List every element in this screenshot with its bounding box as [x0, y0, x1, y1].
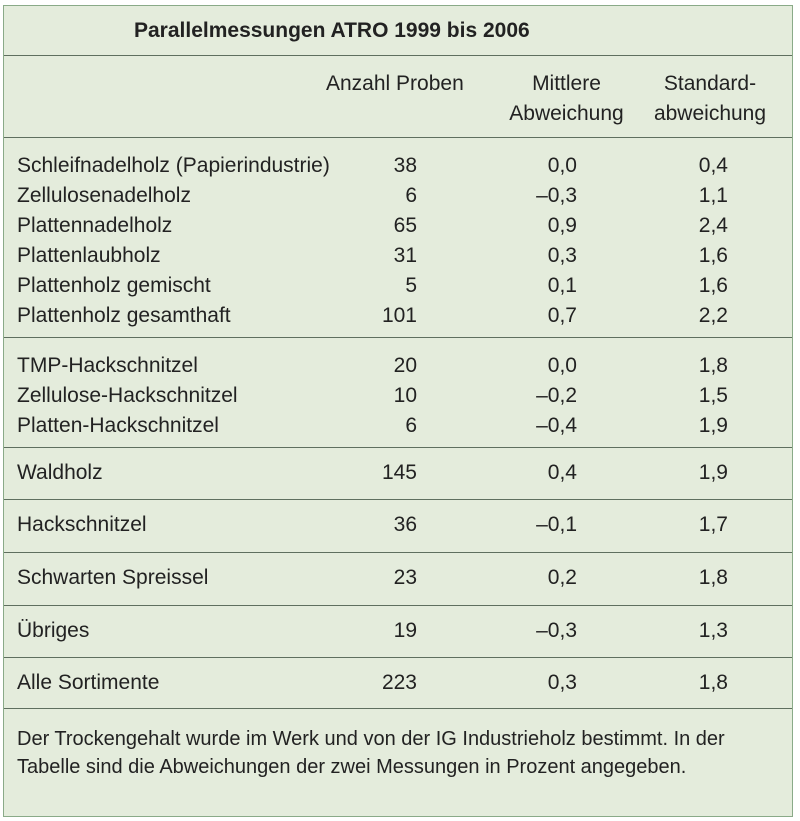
table-row: Schwarten Spreissel 23 0,2 1,8	[4, 563, 792, 593]
cell-mean-deviation: –0,3	[536, 184, 577, 207]
row-group: Waldholz 145 0,4 1,9	[4, 448, 792, 500]
row-label: TMP-Hackschnitzel	[17, 354, 198, 377]
cell-std-deviation: 1,8	[698, 354, 728, 377]
table-row: Platten-Hackschnitzel 6 –0,4 1,9	[4, 411, 792, 441]
cell-mean-deviation: 0,2	[547, 566, 577, 589]
table-row: Plattenholz gemischt 5 0,1 1,6	[4, 271, 792, 301]
cell-count: 65	[393, 214, 417, 237]
data-table: Parallelmessungen ATRO 1999 bis 2006 Anz…	[3, 5, 793, 817]
cell-std-deviation: 1,9	[698, 414, 728, 437]
cell-std-deviation: 1,9	[698, 461, 728, 484]
cell-std-deviation: 1,1	[698, 184, 728, 207]
row-label: Plattenholz gemischt	[17, 274, 211, 297]
row-label: Zellulose-Hackschnitzel	[17, 384, 238, 407]
table-row: Waldholz 145 0,4 1,9	[4, 458, 792, 488]
cell-std-deviation: 1,6	[698, 244, 728, 267]
header-std-line2: abweichung	[653, 102, 767, 125]
table-title: Parallelmessungen ATRO 1999 bis 2006	[4, 6, 792, 56]
cell-mean-deviation: 0,4	[547, 461, 577, 484]
cell-mean-deviation: 0,7	[547, 304, 577, 327]
cell-count: 31	[393, 244, 417, 267]
cell-mean-deviation: 0,3	[547, 671, 577, 694]
cell-mean-deviation: 0,1	[547, 274, 577, 297]
cell-count: 145	[381, 461, 417, 484]
cell-count: 6	[405, 184, 417, 207]
cell-mean-deviation: 0,0	[547, 154, 577, 177]
table-header: Anzahl Proben Mittlere Abweichung Standa…	[4, 56, 792, 138]
header-std-line1: Standard-	[663, 72, 757, 95]
row-group: Übriges 19 –0,3 1,3	[4, 606, 792, 658]
cell-std-deviation: 1,7	[698, 513, 728, 536]
cell-mean-deviation: –0,3	[536, 619, 577, 642]
table-row: Plattenholz gesamthaft 101 0,7 2,2	[4, 301, 792, 331]
cell-mean-deviation: –0,1	[536, 513, 577, 536]
cell-mean-deviation: 0,9	[547, 214, 577, 237]
table-row: Zellulosenadelholz 6 –0,3 1,1	[4, 181, 792, 211]
row-group: Schwarten Spreissel 23 0,2 1,8	[4, 553, 792, 606]
cell-count: 6	[405, 414, 417, 437]
cell-count: 10	[393, 384, 417, 407]
table-row: Schleifnadelholz (Papierindustrie) 38 0,0 0…	[4, 151, 792, 181]
row-label: Zellulosenadelholz	[17, 184, 191, 207]
cell-std-deviation: 1,8	[698, 566, 728, 589]
row-label: Waldholz	[17, 461, 103, 484]
header-count: Anzahl Proben	[326, 72, 464, 95]
table-row: Hackschnitzel 36 –0,1 1,7	[4, 510, 792, 540]
table-row: Plattennadelholz 65 0,9 2,4	[4, 211, 792, 241]
row-group: Hackschnitzel 36 –0,1 1,7	[4, 500, 792, 553]
row-group: Schleifnadelholz (Papierindustrie) 38 0,0 0…	[4, 138, 792, 338]
cell-count: 101	[381, 304, 417, 327]
cell-std-deviation: 2,4	[698, 214, 728, 237]
row-label: Platten-Hackschnitzel	[17, 414, 219, 437]
row-group: Alle Sortimente 223 0,3 1,8	[4, 658, 792, 709]
cell-std-deviation: 1,6	[698, 274, 728, 297]
cell-count: 38	[393, 154, 417, 177]
cell-std-deviation: 2,2	[698, 304, 728, 327]
cell-count: 20	[393, 354, 417, 377]
cell-count: 23	[393, 566, 417, 589]
header-mean-line2: Abweichung	[509, 102, 624, 125]
row-group: TMP-Hackschnitzel 20 0,0 1,8 Zellulose-Hacks…	[4, 338, 792, 448]
table-row: Plattenlaubholz 31 0,3 1,6	[4, 241, 792, 271]
row-label: Schleifnadelholz (Papierindustrie)	[17, 154, 330, 177]
cell-mean-deviation: 0,3	[547, 244, 577, 267]
row-label: Plattennadelholz	[17, 214, 173, 237]
row-label: Plattenlaubholz	[17, 244, 161, 267]
table-row: Übriges 19 –0,3 1,3	[4, 616, 792, 646]
table-row: Alle Sortimente 223 0,3 1,8	[4, 668, 792, 698]
cell-std-deviation: 1,8	[698, 671, 728, 694]
cell-mean-deviation: –0,2	[536, 384, 577, 407]
cell-std-deviation: 1,3	[698, 619, 728, 642]
cell-count: 19	[393, 619, 417, 642]
table-row: Zellulose-Hackschnitzel 10 –0,2 1,5	[4, 381, 792, 411]
row-label: Hackschnitzel	[17, 513, 147, 536]
cell-count: 5	[405, 274, 417, 297]
footnote: Der Trockengehalt wurde im Werk und von …	[17, 728, 725, 778]
cell-count: 223	[381, 671, 417, 694]
row-label: Übriges	[17, 619, 90, 642]
cell-std-deviation: 1,5	[698, 384, 728, 407]
cell-count: 36	[393, 513, 417, 536]
table-row: TMP-Hackschnitzel 20 0,0 1,8	[4, 351, 792, 381]
row-label: Schwarten Spreissel	[17, 566, 209, 589]
header-mean-line1: Mittlere	[532, 72, 601, 95]
cell-std-deviation: 0,4	[698, 154, 728, 177]
cell-mean-deviation: –0,4	[536, 414, 577, 437]
cell-mean-deviation: 0,0	[547, 354, 577, 377]
row-label: Alle Sortimente	[17, 671, 160, 694]
row-label: Plattenholz gesamthaft	[17, 304, 231, 327]
